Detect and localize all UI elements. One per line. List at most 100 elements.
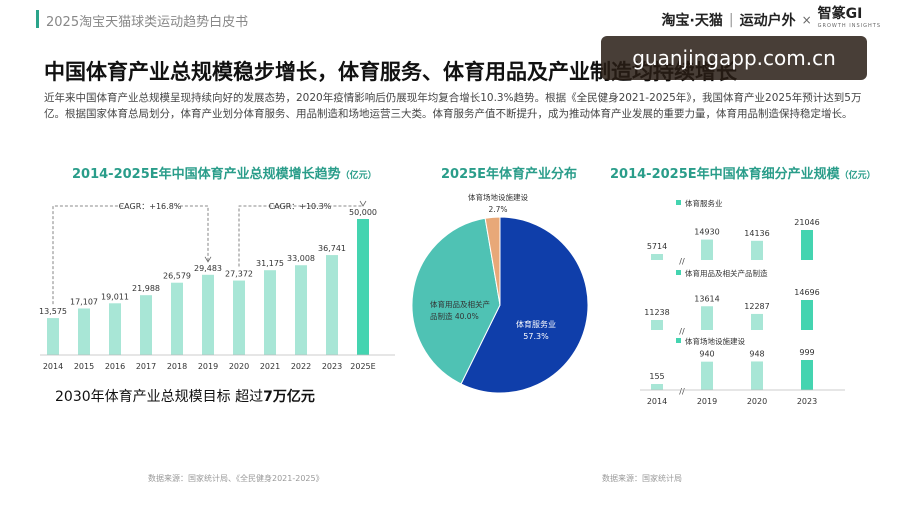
segment-bar — [651, 254, 663, 260]
x-tick-label: 2019 — [697, 397, 717, 406]
distribution-pie-chart: 体育服务业 57.3% 体育用品及相关产品制造 40.0% 体育场地设施建设 2.7% — [411, 192, 589, 394]
brand-growth-insights: 智篆GI GROWTH INSIGHTS — [817, 6, 881, 32]
segment-bar — [651, 384, 663, 390]
watermark-overlay: guanjingapp.com.cn — [601, 36, 867, 80]
brand-gi-name: 智篆GI — [817, 6, 863, 22]
x-tick-label: 2014 — [43, 362, 63, 371]
x-tick-label: 2015 — [74, 362, 94, 371]
segment-bar — [801, 230, 813, 260]
segment-value-label: 21046 — [794, 218, 819, 227]
target-text: 2030年体育产业总规模目标 超过 — [55, 389, 264, 405]
segment-value-label: 155 — [649, 372, 664, 381]
pie-label-venue-value: 2.7% — [488, 205, 507, 214]
panel3-title-text: 2014-2025E年中国体育细分产业规模 — [610, 167, 840, 182]
segment-value-label: 14696 — [794, 288, 819, 297]
pie-label-goods-value: 品制造 40.0% — [430, 311, 479, 321]
bar-value-label: 21,988 — [132, 284, 160, 293]
cagr-label: CAGR：+16.8% — [119, 202, 182, 211]
x-tick-label: 2023 — [797, 397, 817, 406]
bar-value-label: 50,000 — [349, 208, 377, 217]
x-tick-label: 2021 — [260, 362, 280, 371]
panel1-title: 2014-2025E年中国体育产业总规模增长趋势（亿元） — [72, 163, 377, 182]
cagr-label-bg — [274, 199, 326, 211]
bar-value-label: 19,011 — [101, 292, 129, 301]
axis-break-mark: // — [679, 387, 685, 396]
segment-value-label: 5714 — [647, 242, 667, 251]
x-tick-label: 2019 — [198, 362, 218, 371]
intro-paragraph: 近年来中国体育产业总规模呈现持续向好的发展态势，2020年疫情影响后仍展现年均复… — [44, 92, 862, 120]
bar-2016 — [109, 303, 121, 355]
pie-slice-1 — [411, 217, 501, 385]
bar-value-label: 13,575 — [39, 307, 67, 316]
bar-2021 — [264, 270, 276, 355]
x-tick-label: 2023 — [322, 362, 342, 371]
bar-2022 — [295, 265, 307, 355]
x-tick-label: 2020 — [747, 397, 767, 406]
brand-sports-outdoor: 运动户外 — [739, 13, 796, 29]
panel2-title: 2025E年体育产业分布 — [441, 167, 578, 182]
series-title: 体育服务业 — [685, 198, 723, 208]
bar-2014 — [47, 318, 59, 355]
bar-2017 — [140, 295, 152, 355]
panel1-source: 数据来源：国家统计局、《全民健身2021-2025》 — [148, 474, 324, 483]
cagr-label: CAGR：+10.3% — [269, 202, 332, 211]
bar-2020 — [233, 280, 245, 355]
brand-divider: | — [728, 12, 734, 28]
cagr-label-bg — [124, 199, 176, 211]
page-header: 2025淘宝天猫球类运动趋势白皮书 淘宝·天猫 | 运动户外 × 智篆GI GR… — [0, 0, 901, 40]
cagr-arrowhead — [204, 256, 212, 263]
bar-value-label: 17,107 — [70, 297, 98, 306]
total-scale-bar-chart: 13,575 2014 17,107 2015 19,011 2016 21,988 2017… — [39, 199, 395, 371]
x-tick-label: 2020 — [229, 362, 249, 371]
series-marker-icon — [676, 270, 681, 275]
header-accent-bar — [36, 10, 39, 28]
axis-break-mark: // — [679, 327, 685, 336]
cagr-arrowhead — [359, 200, 367, 207]
bar-2025E — [357, 219, 369, 355]
cagr-bracket — [52, 205, 209, 305]
bar-value-label: 27,372 — [225, 270, 253, 279]
x-tick-label: 2022 — [291, 362, 311, 371]
bar-value-label: 31,175 — [256, 259, 284, 268]
axis-break-mark: // — [679, 257, 685, 266]
panel3-title: 2014-2025E年中国体育细分产业规模（亿元） — [610, 163, 876, 182]
target-value: 7万亿元 — [263, 389, 315, 405]
segment-bar — [701, 306, 713, 330]
target-2030: 2030年体育产业总规模目标 超过7万亿元 — [55, 386, 315, 406]
bar-value-label: 26,579 — [163, 272, 191, 281]
pie-label-venue-name: 体育场地设施建设 — [468, 192, 528, 202]
segment-bar — [801, 360, 813, 390]
series-title: 体育场地设施建设 — [685, 336, 745, 346]
bar-2023 — [326, 255, 338, 355]
segment-value-label: 940 — [699, 350, 714, 359]
segment-bar — [651, 320, 663, 330]
pie-slice-2 — [484, 216, 501, 306]
segment-value-label: 999 — [799, 348, 814, 357]
report-title: 2025淘宝天猫球类运动趋势白皮书 — [46, 15, 249, 30]
x-tick-label: 2025E — [350, 362, 375, 371]
segment-bar — [701, 239, 713, 260]
pie-slice-0 — [460, 216, 589, 394]
x-tick-label: 2016 — [105, 362, 125, 371]
brand-gi-sub: GROWTH INSIGHTS — [817, 23, 881, 29]
segment-bar — [751, 240, 763, 260]
segment-value-label: 14930 — [694, 228, 719, 237]
panel2-source: 数据来源：国家统计局 — [602, 474, 682, 483]
bar-2018 — [171, 282, 183, 355]
x-tick-label: 2018 — [167, 362, 187, 371]
segment-value-label: 948 — [749, 349, 764, 358]
panel3-unit: （亿元） — [839, 171, 876, 181]
segment-bar — [751, 361, 763, 390]
segment-value-label: 12287 — [744, 302, 769, 311]
brand-times: × — [801, 13, 812, 27]
segment-bar — [801, 300, 813, 330]
segment-value-label: 14136 — [744, 229, 769, 238]
pie-label-service-value: 57.3% — [523, 332, 549, 341]
bar-value-label: 33,008 — [287, 254, 315, 263]
series-marker-icon — [676, 338, 681, 343]
bar-2019 — [202, 274, 214, 355]
segment-bar — [751, 313, 763, 330]
segment-value-label: 13614 — [694, 294, 719, 303]
series-title: 体育用品及相关产品制造 — [685, 268, 768, 278]
